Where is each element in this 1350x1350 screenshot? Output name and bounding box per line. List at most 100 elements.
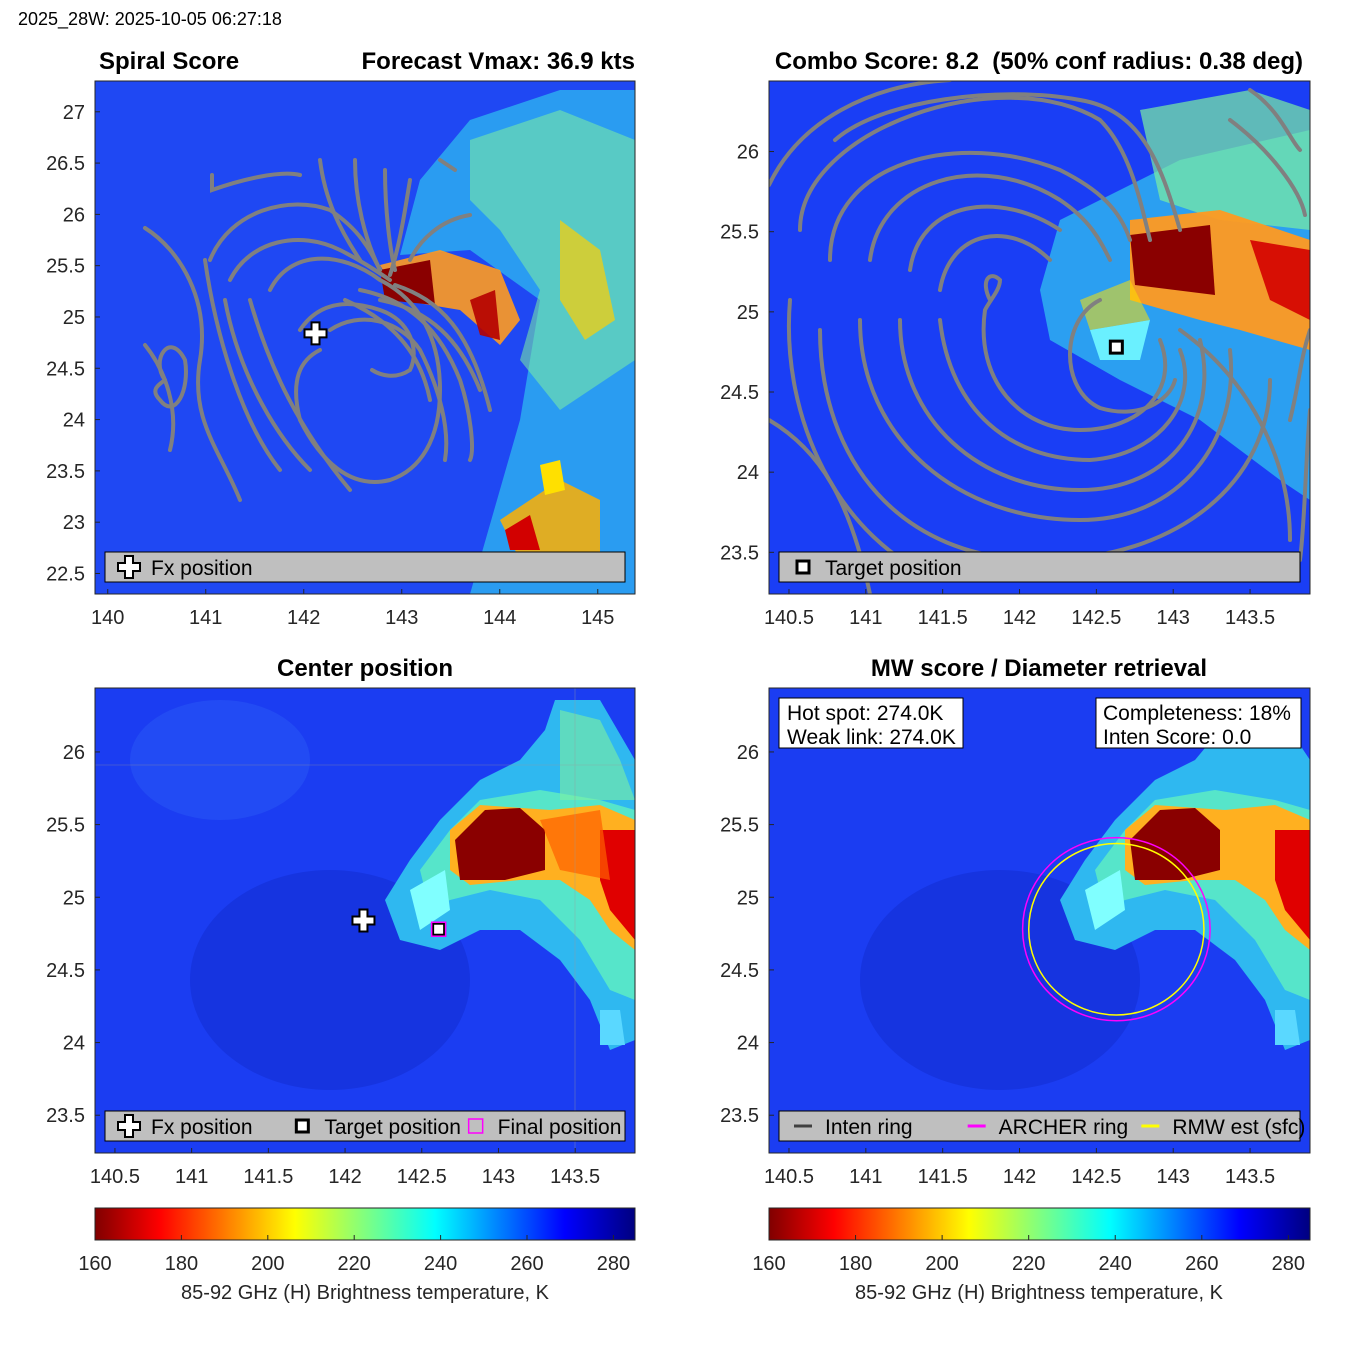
colorbar-right: 160 180 200 220 240 260 280 85-92 GHz (H) Brig… [752,1208,1310,1304]
center-yticks: 23.5 24 24.5 25 25.5 26 [46,742,100,1127]
colorbar-tick-label: 260 [510,1253,543,1275]
colorbar-tick-label: 260 [1185,1253,1218,1275]
center-xticks: 140.5 141 141.5 142 142.5 143 143.5 [90,1148,600,1188]
colorbar-left: 160 180 200 220 240 260 280 85-92 GHz (H) Brig… [78,1208,635,1304]
y-tick-label: 27 [63,102,85,124]
x-tick-label: 141 [849,607,882,629]
y-tick-label: 26.5 [46,153,85,175]
x-tick-label: 140 [91,607,124,629]
center-legend: Fx position Target position Final position [105,1111,625,1141]
colorbar-tick-label: 240 [1099,1253,1132,1275]
y-tick-label: 25.5 [46,815,85,837]
colorbar-tick-label: 220 [338,1253,371,1275]
colorbar-tick-label: 180 [165,1253,198,1275]
legend-label: ARCHER ring [999,1116,1129,1139]
colorbar-tick-label: 240 [424,1253,457,1275]
x-tick-label: 143 [482,1166,515,1188]
y-tick-label: 26 [63,742,85,764]
y-tick-label: 24.5 [46,960,85,982]
spiral-vmax-title: Forecast Vmax: 36.9 kts [362,48,635,75]
combo-legend: Target position [779,552,1300,582]
x-tick-label: 140.5 [90,1166,140,1188]
y-tick-label: 23 [63,512,85,534]
legend-square-icon [797,561,809,573]
y-tick-label: 25 [737,887,759,909]
target-position-marker [433,923,445,935]
y-tick-label: 25.5 [720,222,759,244]
colorbar-right-label: 85-92 GHz (H) Brightness temperature, K [855,1282,1224,1304]
colorbar-left-label: 85-92 GHz (H) Brightness temperature, K [181,1282,550,1304]
x-tick-label: 143 [1157,607,1190,629]
colorbar-tick-label: 200 [925,1253,958,1275]
colorbar-tick-label: 220 [1012,1253,1045,1275]
mw-panel: MW score / Diameter retrieval Hot spot: … [720,655,1310,1188]
y-tick-label: 24 [63,410,85,432]
mw-title: MW score / Diameter retrieval [871,655,1207,682]
y-tick-label: 23.5 [720,542,759,564]
mw-heatmap [769,688,1310,1153]
y-tick-label: 25 [63,887,85,909]
y-tick-label: 25.5 [720,815,759,837]
mw-xticks: 140.5 141 141.5 142 142.5 143 143.5 [764,1148,1275,1188]
x-tick-label: 140.5 [764,607,814,629]
colorbar-tick-label: 180 [839,1253,872,1275]
combo-yticks: 23.5 24 24.5 25 25.5 26 [720,142,774,565]
center-panel: Center position 140. [46,655,635,1188]
mw-yticks: 23.5 24 24.5 25 25.5 26 [720,742,774,1127]
y-tick-label: 26 [737,142,759,164]
legend-label: Target position [825,557,962,580]
legend-label: Inten ring [825,1116,913,1139]
x-tick-label: 143 [385,607,418,629]
y-tick-label: 25.5 [46,256,85,278]
combo-markers [1110,341,1122,353]
combo-xticks: 140.5 141 141.5 142 142.5 143 143.5 [764,589,1275,629]
x-tick-label: 142 [287,607,320,629]
legend-label: Fx position [151,1116,253,1139]
y-tick-label: 23.5 [46,1105,85,1127]
x-tick-label: 142 [1003,1166,1036,1188]
y-tick-label: 22.5 [46,563,85,585]
y-tick-label: 24 [737,462,759,484]
mw-legend: Inten ring ARCHER ring RMW est (sfc) [779,1111,1305,1141]
legend-label: Final position [498,1116,622,1139]
legend-square-icon [296,1120,308,1132]
colorbar-tick-label: 200 [251,1253,284,1275]
x-tick-label: 141 [189,607,222,629]
x-tick-label: 142.5 [1071,607,1121,629]
legend-label: RMW est (sfc) [1172,1116,1305,1139]
colorbar-left-ticks: 160 180 200 220 240 260 280 [78,1235,630,1275]
combo-panel: Combo Score: 8.2 (50% conf radius: 0.38 … [720,48,1310,629]
x-tick-label: 143.5 [1225,1166,1275,1188]
x-tick-label: 141.5 [243,1166,293,1188]
combo-title: Combo Score: 8.2 (50% conf radius: 0.38 … [775,48,1303,75]
spiral-heatmap [95,81,635,594]
x-tick-label: 141.5 [918,607,968,629]
spiral-yticks: 22.5 23 23.5 24 24.5 25 25.5 26 26.5 27 [46,102,100,586]
colorbar-tick-label: 160 [752,1253,785,1275]
spiral-legend: Fx position [105,552,625,582]
legend-label: Fx position [151,557,253,580]
center-title: Center position [277,655,453,682]
y-tick-label: 24.5 [46,358,85,380]
y-tick-label: 25 [737,302,759,324]
colorbar-tick-label: 280 [1272,1253,1305,1275]
x-tick-label: 142.5 [397,1166,447,1188]
x-tick-label: 145 [581,607,614,629]
spiral-title: Spiral Score [99,48,239,75]
colorbar-right-ticks: 160 180 200 220 240 260 280 [752,1235,1305,1275]
target-position-marker [1110,341,1122,353]
x-tick-label: 143.5 [550,1166,600,1188]
x-tick-label: 142 [328,1166,361,1188]
x-tick-label: 143.5 [1225,607,1275,629]
y-tick-label: 23.5 [720,1105,759,1127]
x-tick-label: 143 [1157,1166,1190,1188]
spiral-xticks: 140 141 142 143 144 145 [91,589,614,629]
weak-link-text: Weak link: 274.0K [787,726,956,749]
y-tick-label: 23.5 [46,461,85,483]
y-tick-label: 26 [63,204,85,226]
hot-spot-text: Hot spot: 274.0K [787,702,943,725]
legend-label: Target position [324,1116,461,1139]
y-tick-label: 24 [737,1033,759,1055]
y-tick-label: 24.5 [720,382,759,404]
x-tick-label: 142.5 [1071,1166,1121,1188]
